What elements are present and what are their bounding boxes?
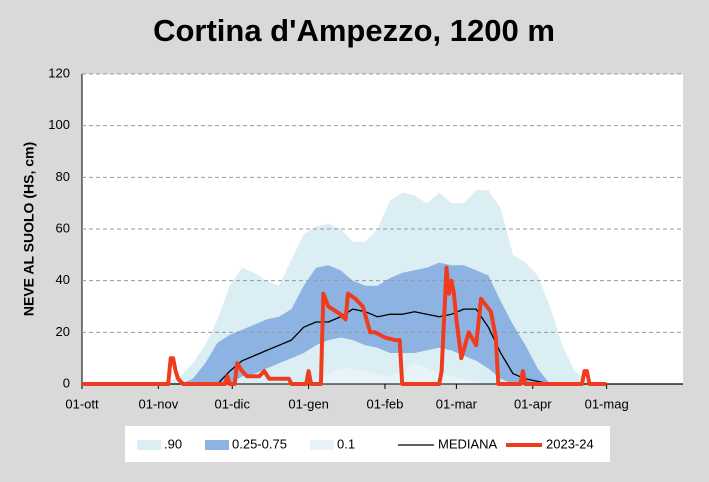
plot-layer: [82, 190, 683, 384]
band: [82, 262, 683, 384]
x-tick-label: 01-nov: [138, 396, 178, 411]
grid-layer: [82, 73, 683, 333]
x-tick-label: 01-mar: [436, 396, 478, 411]
y-tick-label: 0: [63, 375, 70, 390]
x-tick-label: 01-mag: [585, 396, 629, 411]
x-tick-label: 01-feb: [367, 396, 404, 411]
legend-label: MEDIANA: [438, 436, 498, 451]
y-tick-label: 100: [48, 117, 70, 132]
chart-title: Cortina d'Ampezzo, 1200 m: [153, 13, 555, 48]
legend-label: 2023-24: [546, 436, 594, 451]
y-tick-label: 40: [56, 272, 70, 287]
x-tick-label: 01-apr: [514, 396, 552, 411]
legend-swatch: [137, 440, 161, 450]
x-tick-label: 01-ott: [65, 396, 99, 411]
legend-swatch: [205, 440, 229, 450]
legend-swatch: [310, 440, 334, 450]
x-tick-label: 01-dic: [215, 396, 251, 411]
legend-label: 0.25-0.75: [232, 436, 287, 451]
line: [82, 265, 607, 386]
y-tick-label: 80: [56, 169, 70, 184]
y-tick-label: 60: [56, 220, 70, 235]
y-tick-label: 120: [48, 65, 70, 80]
x-tick-label: 01-gen: [288, 396, 328, 411]
legend-label: 0.1: [337, 436, 355, 451]
legend-label: .90: [164, 436, 182, 451]
y-tick-label: 20: [56, 324, 70, 339]
y-axis-label: NEVE AL SUOLO (HS, cm): [21, 142, 37, 316]
area: [82, 363, 683, 384]
